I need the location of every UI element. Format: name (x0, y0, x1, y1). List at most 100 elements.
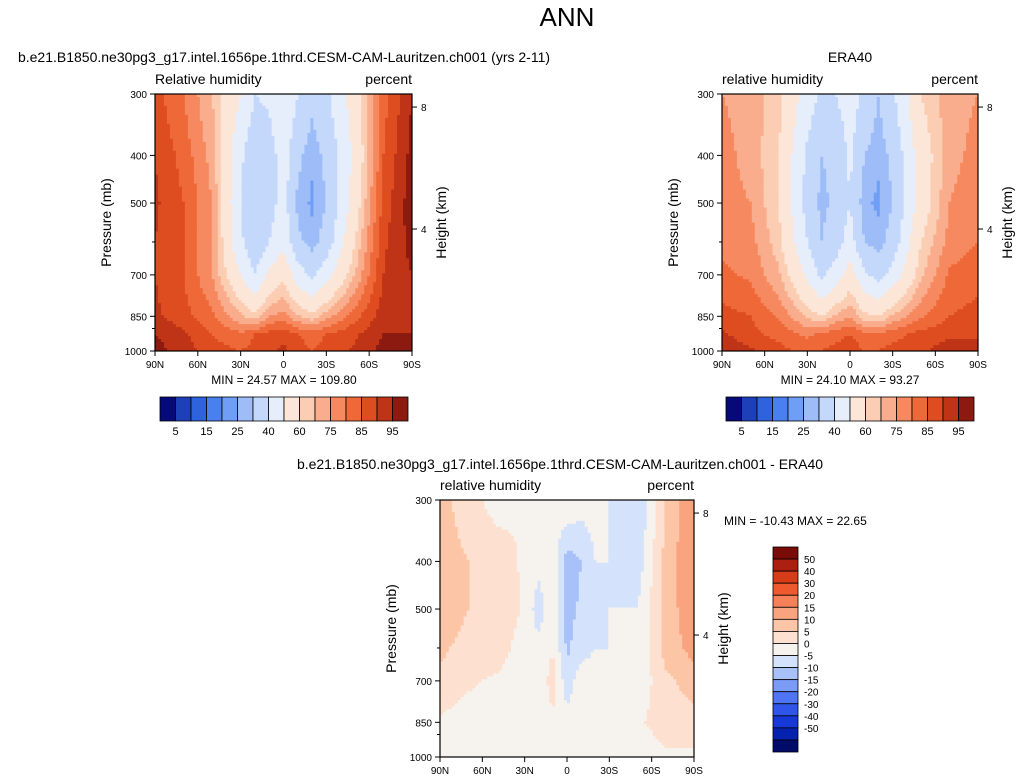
contour-cell (328, 99, 332, 104)
contour-cell (169, 258, 174, 262)
contour-cell (244, 243, 249, 248)
contour-cell (199, 159, 204, 164)
contour-cell (226, 156, 231, 161)
contour-cell (403, 207, 407, 212)
contour-cell (172, 156, 177, 161)
contour-cell (409, 153, 412, 158)
contour-cell (208, 231, 213, 236)
contour-cell (274, 243, 279, 248)
contour-cell (400, 138, 404, 143)
contour-cell (241, 108, 246, 113)
contour-cell (289, 99, 294, 104)
contour-cell (340, 261, 344, 265)
contour-cell (346, 129, 350, 134)
contour-cell (155, 213, 159, 218)
contour-cell (211, 126, 216, 131)
contour-cell (196, 108, 201, 113)
contour-cell (388, 141, 392, 146)
contour-cell (235, 216, 240, 221)
contour-cell (169, 255, 174, 259)
contour-cell (187, 240, 192, 245)
contour-cell (343, 126, 347, 131)
contour-cell (292, 198, 297, 203)
contour-cell (286, 186, 291, 191)
contour-cell (358, 102, 362, 107)
contour-cell (259, 249, 264, 253)
contour-cell (244, 225, 249, 230)
contour-cell (325, 258, 329, 262)
contour-cell (199, 207, 204, 212)
contour-cell (289, 195, 294, 200)
contour-cell (313, 96, 317, 101)
contour-cell (205, 264, 210, 268)
contour-cell (226, 198, 231, 203)
contour-cell (319, 207, 323, 212)
contour-cell (349, 201, 353, 206)
contour-cell (184, 138, 189, 143)
contour-cell (406, 264, 410, 268)
contour-cell (238, 156, 243, 161)
contour-cell (253, 186, 258, 191)
contour-cell (304, 123, 309, 128)
contour-cell (364, 207, 368, 212)
contour-cell (235, 225, 240, 230)
contour-cell (403, 240, 407, 245)
contour-cell (325, 114, 329, 119)
contour-cell (307, 147, 311, 152)
contour-cell (247, 159, 252, 164)
contour-cell (259, 150, 264, 155)
contour-cell (370, 213, 374, 218)
contour-cell (181, 228, 186, 233)
contour-cell (232, 210, 237, 215)
contour-cell (328, 147, 332, 152)
contour-cell (160, 195, 165, 200)
contour-cell (184, 102, 189, 107)
contour-cell (160, 94, 165, 98)
contour-cell (307, 138, 311, 143)
contour-cell (244, 240, 249, 245)
contour-cell (211, 102, 216, 107)
contour-cell (406, 111, 410, 116)
contour-cell (367, 225, 371, 230)
contour-cell (238, 102, 243, 107)
contour-cell (322, 198, 326, 203)
contour-cell (370, 171, 374, 176)
contour-cell (155, 246, 159, 250)
contour-cell (295, 126, 300, 131)
contour-cell (190, 255, 195, 259)
contour-cell (343, 219, 347, 224)
contour-cell (367, 114, 371, 119)
contour-cell (373, 246, 377, 250)
contour-cell (172, 258, 177, 262)
contour-cell (214, 189, 219, 194)
contour-cell (235, 123, 240, 128)
contour-cell (250, 204, 255, 209)
contour-cell (175, 132, 180, 137)
contour-cell (361, 132, 365, 137)
contour-cell (196, 198, 201, 203)
contour-cell (262, 204, 267, 209)
contour-cell (157, 252, 162, 256)
contour-cell (262, 117, 267, 122)
contour-cell (265, 186, 270, 191)
contour-cell (244, 198, 249, 203)
contour-cell (304, 147, 309, 152)
contour-cell (184, 171, 189, 176)
contour-cell (157, 228, 162, 233)
contour-cell (265, 99, 270, 104)
contour-cell (391, 94, 395, 98)
contour-cell (211, 138, 216, 143)
contour-cell (316, 174, 320, 179)
contour-cell (397, 180, 401, 185)
contour-cell (199, 252, 204, 256)
contour-cell (280, 180, 285, 185)
contour-cell (334, 222, 338, 227)
contour-cell (397, 153, 401, 158)
contour-cell (277, 177, 282, 182)
contour-cell (250, 189, 255, 194)
contour-cell (160, 162, 165, 167)
contour-cell (331, 231, 335, 236)
contour-cell (349, 147, 353, 152)
contour-cell (367, 234, 371, 239)
contour-cell (229, 96, 234, 101)
